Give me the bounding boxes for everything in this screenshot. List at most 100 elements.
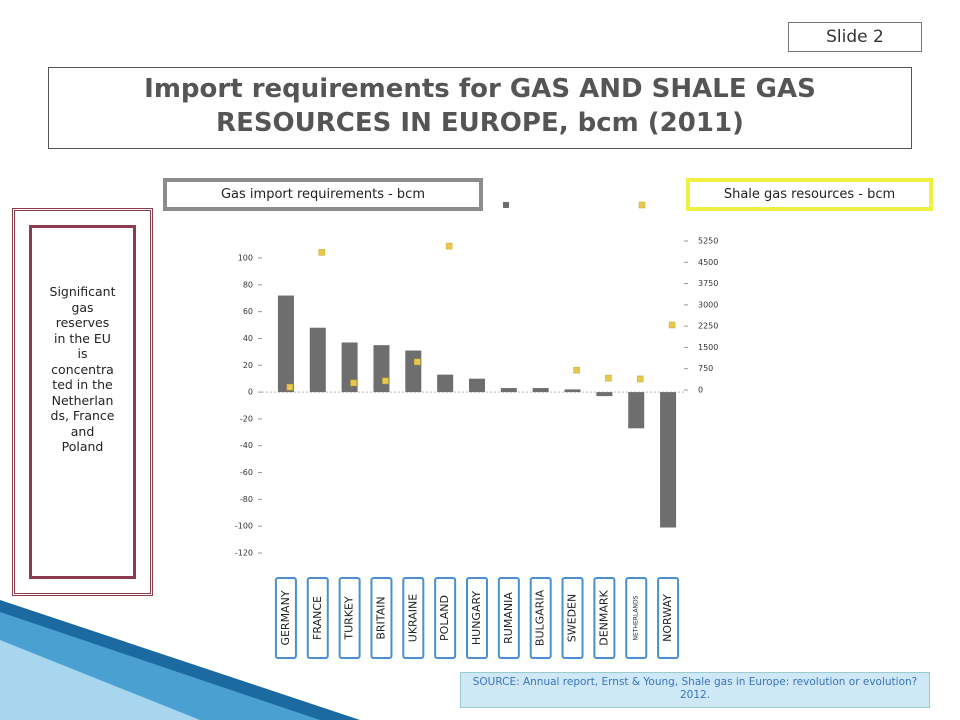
y-tick-label: 40 (243, 334, 253, 343)
category-label: NETHERLANDS (625, 577, 648, 659)
sidebar-line: and (70, 423, 95, 439)
x-tick-label: BRITAIN (374, 596, 387, 639)
y2-tick-label: 750 (698, 364, 713, 373)
decor (0, 640, 200, 720)
y-tick-label: 60 (243, 307, 253, 316)
bar (405, 350, 422, 393)
y-tick-label: 80 (243, 280, 253, 289)
category-label: UKRAINE (402, 577, 425, 659)
source: SOURCE: Annual report, Ernst & Young, Sh… (460, 672, 930, 708)
label-box (593, 577, 616, 659)
title: Import requirements for GAS AND SHALE GA… (48, 67, 912, 149)
sidebar-line: is (77, 346, 88, 361)
category-label: DENMARK (593, 577, 616, 659)
category-label: HUNGARY (466, 577, 488, 659)
label-box (466, 577, 488, 659)
bar (500, 388, 517, 393)
bar (596, 392, 613, 397)
x-tick-label: NORWAY (661, 594, 674, 642)
y2-tick-label: 4500 (698, 258, 718, 267)
y-tick-label: -20 (240, 414, 253, 423)
marker (318, 249, 326, 256)
marker (286, 383, 294, 391)
y-tick-label: 100 (238, 254, 253, 263)
label-box (338, 577, 361, 659)
legend-marker (503, 202, 509, 208)
y-tick-label: 0 (248, 388, 253, 397)
y2-tick-label: 0 (698, 386, 703, 395)
label-box (529, 577, 552, 659)
bar (373, 345, 390, 393)
x-tick-label: RUMANIA (502, 592, 515, 644)
sidebar-line: Poland (61, 439, 104, 454)
y2-tick-label: 2250 (698, 322, 718, 331)
y-tick-label: -100 (235, 522, 253, 531)
label-box (434, 577, 457, 659)
sidebar-line: Netherlan (51, 392, 114, 408)
y-tick-label: -120 (235, 549, 253, 558)
sidebar: Significant gas reserves in the EU is concent… (12, 208, 153, 596)
bar (532, 388, 549, 393)
bar (564, 389, 581, 393)
x-tick-label: NETHERLANDS (633, 595, 640, 640)
sidebar-text: Significant gas reserves in the EU is concent… (29, 225, 136, 579)
category-label: NORWAY (657, 577, 680, 659)
category-label: FRANCE (306, 577, 329, 659)
x-tick-label: SWEDEN (566, 594, 579, 642)
bar (469, 378, 485, 393)
marker (605, 374, 612, 382)
bar (277, 295, 294, 393)
sidebar-line: ted in the (52, 377, 113, 392)
x-tick-label: TURKEY (343, 596, 356, 641)
label-box (657, 577, 680, 659)
y-tick-label: -80 (240, 495, 253, 504)
label-box (497, 577, 520, 659)
marker (636, 375, 644, 383)
y2-tick-label: 5250 (698, 237, 718, 246)
y2-tick-label: 3000 (698, 300, 718, 309)
marker (668, 321, 676, 329)
category-label: BULGARIA (529, 577, 552, 659)
y2-tick-label: 1500 (698, 343, 718, 352)
label-box (370, 577, 393, 659)
legend-marker (638, 201, 646, 209)
x-tick-label: BULGARIA (534, 589, 547, 646)
bar (309, 327, 326, 393)
x-tick-label: FRANCE (311, 596, 324, 640)
bar (437, 374, 454, 393)
label-box (402, 577, 425, 659)
slide-label: Slide 2 (788, 22, 922, 52)
marker (382, 377, 389, 385)
bar (628, 392, 645, 429)
y-tick-label: 20 (243, 361, 253, 370)
category-label: TURKEY (338, 577, 361, 659)
category-label: GERMANY (274, 577, 297, 659)
y-tick-label: -40 (240, 441, 253, 450)
bar (660, 392, 677, 528)
sidebar-line: ds, France (50, 408, 115, 423)
marker (350, 379, 357, 387)
marker (414, 358, 421, 366)
legend-entry: Shale gas resources - bcm (686, 178, 933, 211)
sidebar-line: reserves (55, 315, 110, 330)
category-label: POLAND (434, 577, 457, 659)
x-tick-label: GERMANY (279, 590, 292, 645)
category-label: BRITAIN (370, 577, 393, 659)
x-tick-label: UKRAINE (406, 594, 419, 642)
x-tick-label: HUNGARY (470, 591, 483, 646)
y-tick-label: -60 (240, 468, 253, 477)
legend-entry: Gas import requirements - bcm (163, 178, 483, 211)
x-tick-label: POLAND (438, 595, 451, 641)
marker (445, 242, 453, 250)
sidebar-line: Significant (49, 284, 116, 299)
category-label: RUMANIA (497, 577, 520, 659)
sidebar-line: gas (71, 299, 94, 315)
category-label: SWEDEN (561, 577, 584, 659)
label-box (625, 577, 648, 659)
x-tick-label: DENMARK (597, 589, 610, 645)
label-box (274, 577, 297, 659)
sidebar-line: concentra (51, 361, 114, 377)
y2-tick-label: 3750 (698, 279, 718, 288)
